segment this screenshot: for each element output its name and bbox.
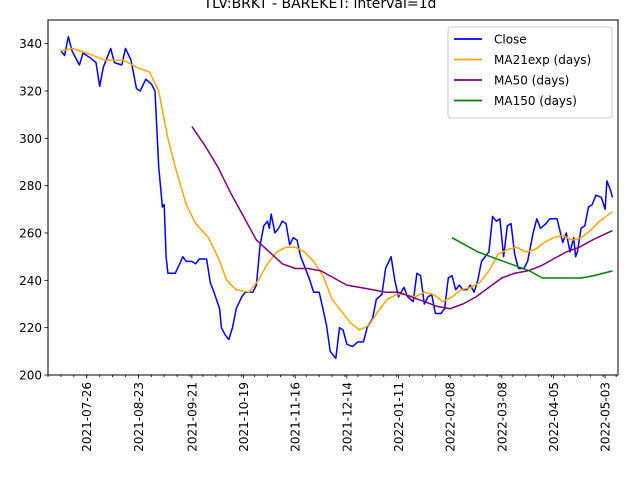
x-tick-label: 2021-09-21 xyxy=(185,382,199,452)
legend-box xyxy=(447,26,613,119)
legend-label-2: MA50 (days) xyxy=(494,74,569,88)
plot-frame xyxy=(47,19,619,376)
x-tick-label: 2022-02-08 xyxy=(444,382,458,452)
x-tick-label: 2021-07-26 xyxy=(80,382,94,452)
legend-label-0: Close xyxy=(494,33,527,47)
series-layer xyxy=(60,35,614,360)
x-tick-label: 2022-03-08 xyxy=(495,382,509,452)
y-tick-label: 200 xyxy=(19,369,42,383)
x-tick-label: 2021-11-16 xyxy=(289,382,303,452)
legend-label-1: MA21exp (days) xyxy=(494,53,591,67)
x-tick-label: 2021-10-19 xyxy=(237,382,251,452)
series-line-1 xyxy=(60,47,613,331)
y-tick-label: 220 xyxy=(19,321,42,335)
y-tick-label: 300 xyxy=(19,132,42,146)
y-axis: 200 220 240 260 280 300 320 340 xyxy=(19,37,48,383)
x-minor-ticks xyxy=(47,375,617,377)
x-tick-label: 2022-05-03 xyxy=(599,382,613,452)
series-line-0 xyxy=(60,35,614,360)
x-tick-label: 2021-12-14 xyxy=(340,382,354,452)
legend-label-3: MA150 (days) xyxy=(494,94,577,108)
series-line-2 xyxy=(191,126,613,310)
x-tick-label: 2022-04-05 xyxy=(547,382,561,452)
chart-title: TLV:BRKT - BAREKET: interval=1d xyxy=(203,0,437,12)
y-tick-label: 340 xyxy=(19,37,42,51)
y-tick-label: 260 xyxy=(19,227,42,241)
x-axis: 2021-07-26 2021-08-23 2021-09-21 2021-10-19… xyxy=(80,375,613,452)
y-tick-label: 280 xyxy=(19,179,42,193)
x-tick-label: 2021-08-23 xyxy=(132,382,146,452)
y-tick-label: 240 xyxy=(19,274,42,288)
x-tick-label: 2022-01-11 xyxy=(392,382,406,452)
series-line-3 xyxy=(451,237,613,279)
legend: Close MA21exp (days) MA50 (days) MA150 (day… xyxy=(447,26,613,119)
y-tick-label: 320 xyxy=(19,85,42,99)
